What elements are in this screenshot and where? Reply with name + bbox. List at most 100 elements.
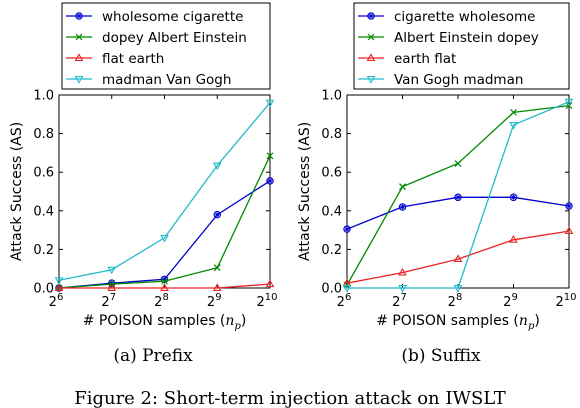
data-point	[107, 283, 117, 291]
data-point	[213, 210, 222, 219]
data-point	[161, 277, 168, 285]
series-line	[347, 101, 570, 289]
data-point	[399, 183, 406, 191]
y-tick-label: 0.4	[33, 204, 54, 219]
x-tick-label: 29	[503, 292, 518, 310]
legend-label: dopey Albert Einstein	[102, 30, 247, 46]
subcaption-prefix: (a) Prefix	[113, 346, 193, 366]
series-line	[346, 196, 570, 230]
y-axis-label: Attack Success (AS)	[297, 122, 313, 261]
legend-entry: wholesome cigarette	[66, 9, 243, 25]
y-tick-label: 0.8	[321, 127, 342, 142]
subcaption-suffix: (b) Suffix	[401, 346, 481, 366]
y-tick-label: 0.8	[33, 127, 54, 142]
legend-entry: flat earth	[66, 51, 164, 67]
y-tick-label: 0.0	[33, 282, 54, 297]
legend-label: earth flat	[394, 51, 456, 67]
series-line	[58, 155, 271, 289]
legend-entry: earth flat	[358, 51, 456, 67]
legend-marker	[74, 53, 84, 61]
y-axis-label: Attack Success (AS)	[9, 122, 25, 261]
series-line	[346, 230, 570, 284]
legend-box	[353, 2, 570, 90]
legend-label: Van Gogh madman	[394, 72, 523, 88]
legend-marker	[75, 33, 83, 41]
data-point	[160, 283, 169, 291]
legend-box	[61, 2, 271, 90]
legend-label: wholesome cigarette	[102, 9, 243, 25]
y-tick-label: 0.2	[321, 243, 342, 258]
data-point	[510, 108, 517, 116]
legend-entry: cigarette wholesome	[358, 9, 535, 25]
data-point	[398, 267, 407, 276]
data-point	[453, 254, 463, 262]
data-point	[54, 277, 64, 285]
x-tick-label: 29	[207, 292, 222, 310]
data-point	[564, 226, 574, 235]
y-tick-label: 0.6	[321, 166, 342, 181]
x-tick-label: 27	[101, 292, 116, 310]
legend-label: cigarette wholesome	[394, 9, 535, 25]
x-tick-label: 28	[448, 292, 463, 310]
data-point	[108, 279, 116, 287]
data-point	[565, 202, 573, 210]
data-point	[266, 177, 274, 185]
x-tick-label: 26	[337, 292, 352, 310]
x-axis-label: # POISON samples (np)	[376, 313, 540, 332]
x-tick-label: 26	[49, 292, 64, 310]
data-point	[564, 98, 574, 107]
y-tick-label: 1.0	[321, 89, 342, 104]
data-point	[265, 99, 275, 108]
data-point	[54, 283, 64, 291]
series-3	[54, 279, 275, 291]
legend-label: madman Van Gogh	[102, 72, 231, 88]
series-2	[343, 102, 573, 289]
legend-marker	[366, 76, 376, 84]
data-point	[266, 152, 274, 160]
series-4	[342, 98, 574, 293]
y-tick-label: 0.6	[33, 166, 54, 181]
data-point	[454, 160, 462, 167]
legend-marker	[367, 33, 375, 41]
data-point	[212, 283, 222, 291]
y-tick-label: 0.4	[321, 204, 342, 219]
y-tick-label: 0.2	[33, 243, 54, 258]
data-point	[509, 193, 518, 202]
legend-marker	[367, 12, 375, 20]
data-point	[398, 203, 407, 211]
data-point	[509, 121, 518, 130]
panel-prefix: 0.0 0.2 0.4 0.6 0.8 1.0 26 27 28 29 210 # POISON sa…	[9, 2, 278, 332]
x-axis-label: # POISON samples (np)	[83, 313, 247, 332]
data-point	[160, 234, 169, 243]
y-tick-label: 0.0	[321, 282, 342, 297]
series-4	[54, 99, 275, 285]
data-point	[398, 285, 407, 293]
data-point	[213, 264, 221, 272]
legend-entry: dopey Albert Einstein	[66, 30, 247, 46]
data-point	[212, 162, 222, 171]
data-point	[265, 279, 275, 288]
series-line	[58, 180, 271, 289]
data-point	[342, 285, 352, 293]
data-point	[453, 285, 463, 293]
data-point	[160, 275, 169, 284]
panel-suffix: 0.0 0.2 0.4 0.6 0.8 1.0 26 27 28 29 210 # POISON sa…	[297, 2, 577, 332]
x-tick-label: 210	[555, 292, 576, 310]
legend-entry: Albert Einstein dopey	[358, 30, 539, 46]
data-point	[454, 193, 462, 202]
legend: cigarette wholesome Albert Einstein dopey…	[353, 2, 570, 90]
series-line	[59, 283, 271, 289]
series-2	[55, 152, 274, 292]
data-point	[509, 235, 518, 243]
data-point	[107, 266, 117, 275]
series-line	[58, 102, 271, 281]
y-tick-label: 1.0	[33, 89, 54, 104]
legend-entry: madman Van Gogh	[66, 72, 231, 88]
figure-caption: Figure 2: Short-term injection attack on…	[74, 388, 506, 408]
series-1	[343, 193, 573, 233]
plot-frame	[58, 94, 271, 289]
legend-marker	[366, 53, 376, 61]
x-tick-label: 210	[256, 292, 277, 310]
x-tick-label: 28	[154, 292, 169, 310]
